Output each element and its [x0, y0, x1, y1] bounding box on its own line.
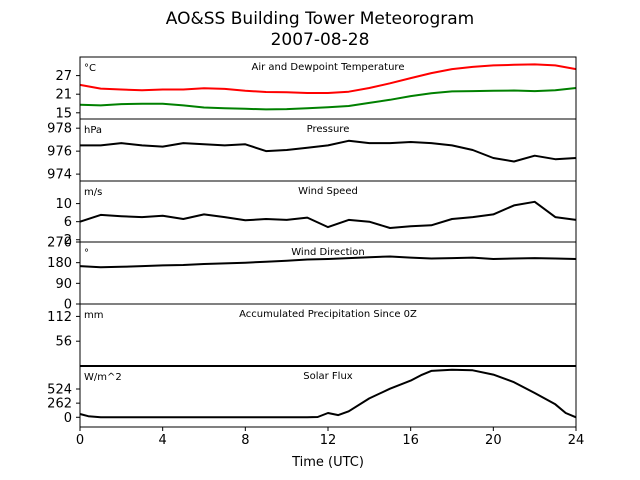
panel-3-ytick-label: 180 — [47, 256, 72, 271]
x-tick-label: 8 — [241, 433, 249, 448]
panel-3-unit: ° — [84, 248, 89, 259]
panel-4-ytick-label: 112 — [47, 310, 72, 325]
x-tick-label: 16 — [402, 433, 419, 448]
panel-5-ytick-label: 0 — [64, 411, 72, 426]
x-tick-label: 20 — [485, 433, 502, 448]
panel-1-series-0 — [80, 139, 577, 163]
panel-4-title: Accumulated Precipitation Since 0Z — [239, 309, 417, 320]
panel-5-unit: W/m^2 — [84, 372, 122, 383]
panel-2-title: Wind Speed — [298, 186, 358, 197]
panel-0-ytick-label: 27 — [55, 69, 72, 84]
x-tick-label: 24 — [568, 433, 585, 448]
panel-3-ytick-label: 0 — [64, 298, 72, 313]
panel-0-title: Air and Dewpoint Temperature — [252, 62, 405, 73]
panel-3-series-0 — [79, 255, 577, 269]
x-tick-label: 12 — [320, 433, 337, 448]
panel-0-series-1 — [79, 87, 577, 111]
chart-date: 2007-08-28 — [271, 30, 370, 50]
panel-2-ytick-label: 2 — [64, 233, 72, 248]
panel-1-ytick-label: 974 — [47, 168, 72, 183]
x-axis-label: Time (UTC) — [291, 455, 364, 470]
panel-5-ytick-label: 524 — [47, 382, 72, 397]
panel-1-title: Pressure — [307, 124, 350, 135]
panel-4-unit: mm — [84, 310, 103, 321]
panel-1-ytick-label: 976 — [47, 145, 72, 160]
panel-3-ytick-label: 90 — [55, 277, 72, 292]
panel-1-unit: hPa — [84, 125, 102, 136]
panel-5-ytick-label: 262 — [47, 397, 72, 412]
panel-2-ytick-label: 10 — [55, 197, 72, 212]
panel-3-ytick-label: 270 — [47, 236, 72, 251]
panel-2-ytick-label: 6 — [64, 215, 72, 230]
x-tick-label: 0 — [76, 433, 84, 448]
panel-2-unit: m/s — [84, 187, 102, 198]
panel-0-unit: °C — [84, 63, 96, 74]
chart-title: AO&SS Building Tower Meteorogram — [166, 9, 474, 29]
panel-0-series-0 — [79, 63, 577, 94]
panel-4-ytick-label: 56 — [55, 335, 72, 350]
panel-5-series-0 — [79, 368, 577, 419]
panel-2-series-0 — [79, 200, 577, 229]
panel-3-title: Wind Direction — [291, 247, 365, 258]
panel-1-ytick-label: 978 — [47, 122, 72, 137]
x-tick-label: 4 — [159, 433, 167, 448]
panel-0-ytick-label: 15 — [55, 106, 72, 121]
panel-5-title: Solar Flux — [303, 371, 353, 382]
panel-0-ytick-label: 21 — [55, 88, 72, 103]
